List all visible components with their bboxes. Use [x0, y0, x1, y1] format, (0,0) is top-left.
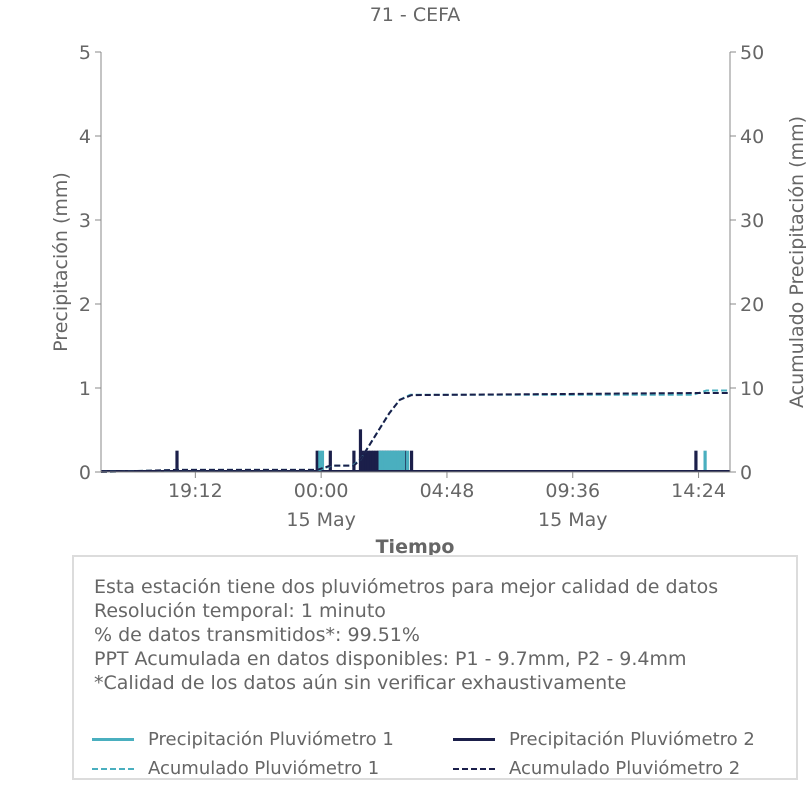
precip-bar [396, 450, 401, 472]
accum-line [100, 389, 730, 473]
precip-bar [371, 450, 376, 472]
legend-item-precip-p1: Precipitación Pluviómetro 1 [92, 729, 394, 750]
info-line: *Calidad de los datos aún sin verificar … [94, 672, 627, 694]
precip-bar [358, 429, 363, 472]
y-axis-label-left: Precipitación (mm) [50, 172, 72, 352]
legend-item-accum-p1: Acumulado Pluviómetro 1 [92, 758, 379, 779]
legend-swatch [92, 738, 134, 741]
x-tick-label: 14:24 [671, 480, 726, 502]
legend-label: Acumulado Pluviómetro 2 [509, 758, 741, 779]
left-tick-label: 4 [79, 126, 91, 148]
precip-bar [318, 450, 322, 472]
right-tick-label: 40 [740, 126, 764, 148]
legend-swatch [453, 767, 495, 770]
precip-bar [391, 450, 395, 472]
legend-label: Acumulado Pluviómetro 1 [148, 758, 380, 779]
left-tick-label: 3 [79, 210, 91, 232]
precip-bar [402, 450, 406, 472]
legend-swatch [92, 767, 134, 770]
x-tick-sublabel: 15 May [538, 509, 608, 531]
precip-bar [409, 450, 414, 472]
x-tick-label: 09:36 [545, 480, 600, 502]
right-tick-label: 20 [740, 294, 764, 316]
precip-bar [394, 450, 398, 472]
info-line: % de datos transmitidos*: 99.51% [94, 624, 420, 646]
right-tick-label: 0 [740, 462, 752, 484]
precip-bar [320, 450, 325, 472]
precip-bar [378, 450, 382, 472]
precip-bar [369, 450, 373, 472]
line-group [100, 389, 730, 473]
right-tick-label: 30 [740, 210, 764, 232]
precip-bar [175, 450, 179, 472]
x-axis-ticks: 19:12 00:00 15 May 04:48 09:36 15 May 14:24 [168, 472, 726, 531]
right-tick-label: 50 [740, 42, 764, 64]
info-line: PPT Acumulada en datos disponibles: P1 -… [94, 648, 687, 670]
info-legend-box: Esta estación tiene dos pluviómetros par… [72, 555, 798, 780]
info-line: Esta estación tiene dos pluviómetros par… [94, 576, 719, 598]
legend-item-accum-p2: Acumulado Pluviómetro 2 [453, 758, 740, 779]
precip-bar [383, 450, 387, 472]
legend-swatch [453, 738, 495, 741]
right-axis-ticks: 0 10 20 30 40 50 [730, 42, 764, 484]
left-tick-label: 2 [79, 294, 91, 316]
precip-bar [406, 450, 410, 472]
accum-line [100, 392, 730, 473]
x-tick-sublabel: 15 May [286, 509, 356, 531]
precip-bar [361, 450, 365, 472]
precip-bar [386, 450, 390, 472]
precip-bar [366, 450, 370, 472]
x-axis-label: Tiempo [376, 536, 455, 558]
precip-bar [328, 450, 332, 472]
x-tick-label: 04:48 [420, 480, 475, 502]
x-tick-label: 00:00 [294, 480, 349, 502]
precip-bar [694, 450, 698, 472]
left-tick-label: 1 [79, 378, 91, 400]
chart-title: 71 - CEFA [370, 4, 461, 26]
legend-item-precip-p2: Precipitación Pluviómetro 2 [453, 729, 755, 750]
precip-bar [374, 450, 378, 472]
bar-group [101, 429, 730, 472]
legend-label: Precipitación Pluviómetro 2 [509, 729, 755, 750]
station-info: Esta estación tiene dos pluviómetros par… [94, 575, 718, 695]
left-tick-label: 0 [79, 462, 91, 484]
precip-bar [389, 450, 393, 472]
info-line: Resolución temporal: 1 minuto [94, 600, 386, 622]
precip-bar [399, 450, 403, 472]
precip-bar [703, 450, 707, 472]
right-tick-label: 10 [740, 378, 764, 400]
x-tick-label: 19:12 [168, 480, 223, 502]
left-axis-ticks: 0 1 2 3 4 5 [79, 42, 101, 484]
precip-bar [352, 450, 356, 472]
left-tick-label: 5 [79, 42, 91, 64]
precip-bar [315, 450, 319, 472]
precip-bar [364, 450, 368, 472]
legend-label: Precipitación Pluviómetro 1 [148, 729, 394, 750]
y-axis-label-right: Acumulado Precipitación (mm) [786, 116, 806, 408]
precip-bar [381, 450, 385, 472]
